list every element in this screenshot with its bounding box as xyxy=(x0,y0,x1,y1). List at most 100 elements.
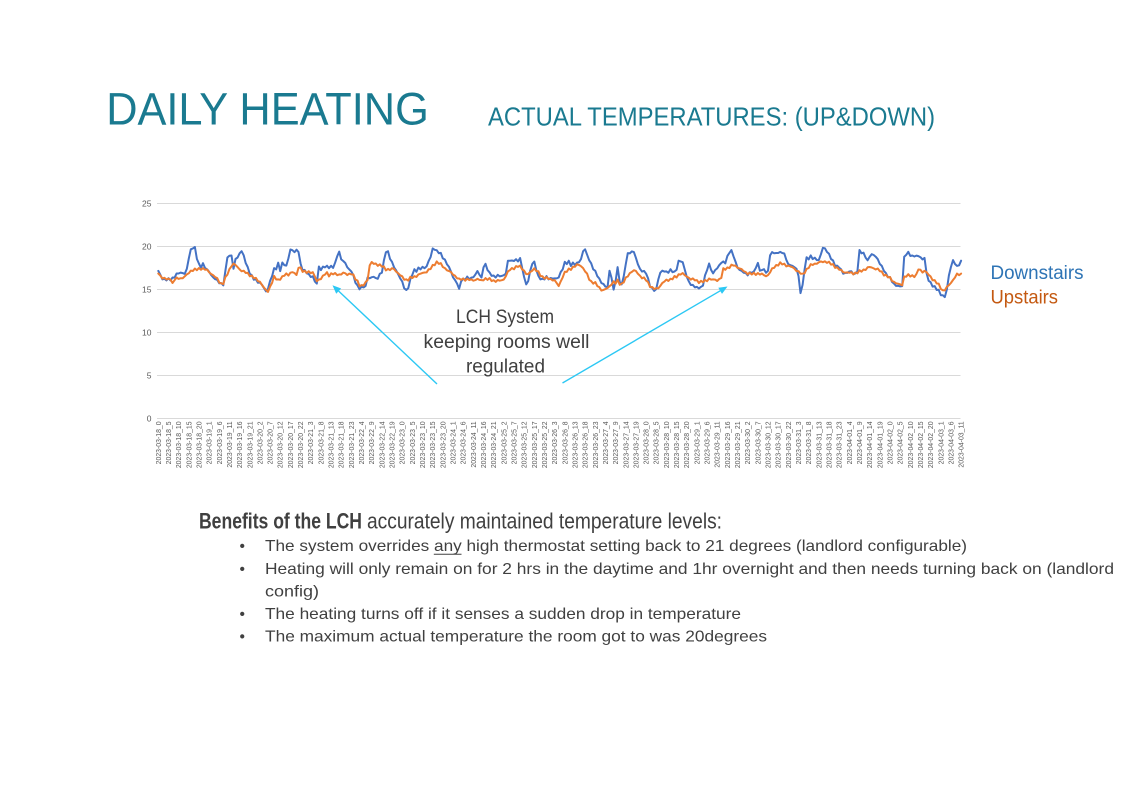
svg-text:2023-03-28_5: 2023-03-28_5 xyxy=(654,421,661,464)
svg-text:2023-03-19_16: 2023-03-19_16 xyxy=(237,421,244,468)
svg-text:2023-03-19_21: 2023-03-19_21 xyxy=(247,421,254,468)
svg-text:2023-03-21_18: 2023-03-21_18 xyxy=(339,421,346,468)
svg-text:2023-03-28_0: 2023-03-28_0 xyxy=(644,421,651,464)
svg-text:2023-03-18_0: 2023-03-18_0 xyxy=(156,421,163,464)
svg-text:2023-03-27_14: 2023-03-27_14 xyxy=(623,421,630,468)
svg-text:2023-03-29_16: 2023-03-29_16 xyxy=(725,421,732,468)
svg-text:2023-03-26_18: 2023-03-26_18 xyxy=(583,421,590,468)
svg-text:2023-03-31_23: 2023-03-31_23 xyxy=(837,421,844,468)
svg-text:accurately maintained temperat: accurately maintained temperature levels… xyxy=(367,508,722,533)
svg-text:2023-04-03_1: 2023-04-03_1 xyxy=(938,421,945,464)
svg-text:The maximum actual temperature: The maximum actual temperature the room … xyxy=(265,629,767,646)
svg-text:2023-04-03_11: 2023-04-03_11 xyxy=(959,421,966,467)
svg-text:2023-03-30_22: 2023-03-30_22 xyxy=(786,421,793,468)
svg-text:15: 15 xyxy=(142,285,152,295)
svg-text:2023-03-29_11: 2023-03-29_11 xyxy=(715,421,722,467)
svg-text:2023-04-02_5: 2023-04-02_5 xyxy=(898,421,905,464)
svg-text:2023-03-18_20: 2023-03-18_20 xyxy=(196,421,203,468)
svg-text:2023-03-27_9: 2023-03-27_9 xyxy=(613,421,620,464)
svg-text:Heating will only remain on fo: Heating will only remain on for 2 hrs in… xyxy=(265,561,1114,578)
svg-text:2023-03-25_17: 2023-03-25_17 xyxy=(532,421,539,468)
svg-text:2023-03-18_10: 2023-03-18_10 xyxy=(176,421,183,468)
svg-text:2023-03-22_9: 2023-03-22_9 xyxy=(369,421,376,464)
svg-text:2023-04-01_19: 2023-04-01_19 xyxy=(877,421,884,468)
svg-text:2023-03-21_3: 2023-03-21_3 xyxy=(308,421,315,464)
svg-text:2023-04-02_10: 2023-04-02_10 xyxy=(908,421,915,468)
svg-text:2023-03-23_20: 2023-03-23_20 xyxy=(440,421,447,468)
svg-text:2023-03-24_21: 2023-03-24_21 xyxy=(491,421,498,468)
svg-text:2023-03-23_0: 2023-03-23_0 xyxy=(400,421,407,464)
svg-text:2023-03-23_10: 2023-03-23_10 xyxy=(420,421,427,468)
svg-text:2023-03-28_20: 2023-03-28_20 xyxy=(684,421,691,468)
svg-text:2023-03-23_5: 2023-03-23_5 xyxy=(410,421,417,464)
svg-text:2023-03-31_18: 2023-03-31_18 xyxy=(827,421,834,468)
svg-text:2023-03-29_6: 2023-03-29_6 xyxy=(705,421,712,464)
svg-text:•: • xyxy=(240,606,245,623)
svg-text:2023-03-22_4: 2023-03-22_4 xyxy=(359,421,366,464)
svg-text:•: • xyxy=(240,538,245,555)
svg-text:2023-03-26_23: 2023-03-26_23 xyxy=(593,421,600,468)
svg-text:2023-03-27_4: 2023-03-27_4 xyxy=(603,421,610,464)
svg-text:2023-03-20_7: 2023-03-20_7 xyxy=(268,421,275,464)
svg-text:2023-03-28_10: 2023-03-28_10 xyxy=(664,421,671,468)
svg-text:2023-03-23_15: 2023-03-23_15 xyxy=(430,421,437,468)
svg-text:2023-03-29_1: 2023-03-29_1 xyxy=(694,421,701,464)
svg-text:2023-03-25_7: 2023-03-25_7 xyxy=(512,421,519,464)
svg-text:2023-04-02_0: 2023-04-02_0 xyxy=(888,421,895,464)
svg-text:Upstairs: Upstairs xyxy=(991,288,1059,309)
svg-text:2023-03-31_13: 2023-03-31_13 xyxy=(816,421,823,468)
svg-text:2023-04-01_14: 2023-04-01_14 xyxy=(867,421,874,468)
svg-text:2023-03-25_12: 2023-03-25_12 xyxy=(522,421,529,468)
svg-text:2023-03-21_8: 2023-03-21_8 xyxy=(318,421,325,464)
svg-text:2023-03-30_12: 2023-03-30_12 xyxy=(766,421,773,468)
svg-text:2023-03-24_6: 2023-03-24_6 xyxy=(461,421,468,464)
svg-text:2023-03-18_5: 2023-03-18_5 xyxy=(166,421,173,464)
svg-text:2023-03-26_8: 2023-03-26_8 xyxy=(562,421,569,464)
svg-text:2023-04-02_15: 2023-04-02_15 xyxy=(918,421,925,468)
svg-text:2023-03-30_7: 2023-03-30_7 xyxy=(755,421,762,464)
svg-text:2023-03-27_19: 2023-03-27_19 xyxy=(633,421,640,468)
svg-text:2023-03-26_3: 2023-03-26_3 xyxy=(552,421,559,464)
svg-text:2023-03-20_22: 2023-03-20_22 xyxy=(298,421,305,468)
svg-text:5: 5 xyxy=(147,371,152,381)
svg-text:2023-03-28_15: 2023-03-28_15 xyxy=(674,421,681,468)
svg-text:2023-03-25_2: 2023-03-25_2 xyxy=(501,421,508,464)
svg-text:Downstairs: Downstairs xyxy=(991,263,1084,284)
svg-text:2023-03-24_11: 2023-03-24_11 xyxy=(471,421,478,467)
svg-text:ACTUAL TEMPERATURES: (UP&DOWN): ACTUAL TEMPERATURES: (UP&DOWN) xyxy=(488,101,935,131)
svg-text:The heating turns off if it se: The heating turns off if it senses a sud… xyxy=(265,606,741,623)
svg-text:2023-03-25_22: 2023-03-25_22 xyxy=(542,421,549,468)
svg-text:0: 0 xyxy=(147,414,152,424)
svg-text:2023-03-24_1: 2023-03-24_1 xyxy=(451,421,458,464)
svg-text:2023-03-29_21: 2023-03-29_21 xyxy=(735,421,742,468)
svg-text:2023-03-20_2: 2023-03-20_2 xyxy=(257,421,264,464)
svg-text:keeping rooms well: keeping rooms well xyxy=(424,332,590,353)
svg-text:2023-03-21_13: 2023-03-21_13 xyxy=(329,421,336,468)
svg-text:•: • xyxy=(240,561,245,578)
svg-text:regulated: regulated xyxy=(466,357,545,378)
svg-text:2023-04-01_4: 2023-04-01_4 xyxy=(847,421,854,464)
svg-text:2023-03-22_14: 2023-03-22_14 xyxy=(379,421,386,468)
svg-text:10: 10 xyxy=(142,328,152,338)
svg-text:2023-04-01_9: 2023-04-01_9 xyxy=(857,421,864,464)
svg-text:2023-03-18_15: 2023-03-18_15 xyxy=(186,421,193,468)
svg-text:•: • xyxy=(240,629,245,646)
svg-text:2023-03-21_23: 2023-03-21_23 xyxy=(349,421,356,468)
svg-text:2023-03-19_1: 2023-03-19_1 xyxy=(207,421,214,464)
svg-text:2023-03-19_6: 2023-03-19_6 xyxy=(217,421,224,464)
svg-text:config): config) xyxy=(265,584,319,601)
svg-text:2023-03-20_12: 2023-03-20_12 xyxy=(278,421,285,468)
svg-text:25: 25 xyxy=(142,199,152,209)
svg-text:Benefits of the LCH: Benefits of the LCH xyxy=(199,508,362,533)
svg-text:2023-03-26_13: 2023-03-26_13 xyxy=(572,421,579,468)
svg-text:2023-03-31_3: 2023-03-31_3 xyxy=(796,421,803,464)
svg-text:2023-03-20_17: 2023-03-20_17 xyxy=(288,421,295,468)
svg-text:2023-03-30_17: 2023-03-30_17 xyxy=(776,421,783,468)
svg-text:2023-04-03_6: 2023-04-03_6 xyxy=(948,421,955,464)
svg-text:2023-03-31_8: 2023-03-31_8 xyxy=(806,421,813,464)
svg-text:2023-03-22_19: 2023-03-22_19 xyxy=(390,421,397,468)
svg-text:LCH System: LCH System xyxy=(456,307,554,328)
svg-text:20: 20 xyxy=(142,242,152,252)
svg-text:2023-03-30_2: 2023-03-30_2 xyxy=(745,421,752,464)
svg-text:2023-03-24_16: 2023-03-24_16 xyxy=(481,421,488,468)
